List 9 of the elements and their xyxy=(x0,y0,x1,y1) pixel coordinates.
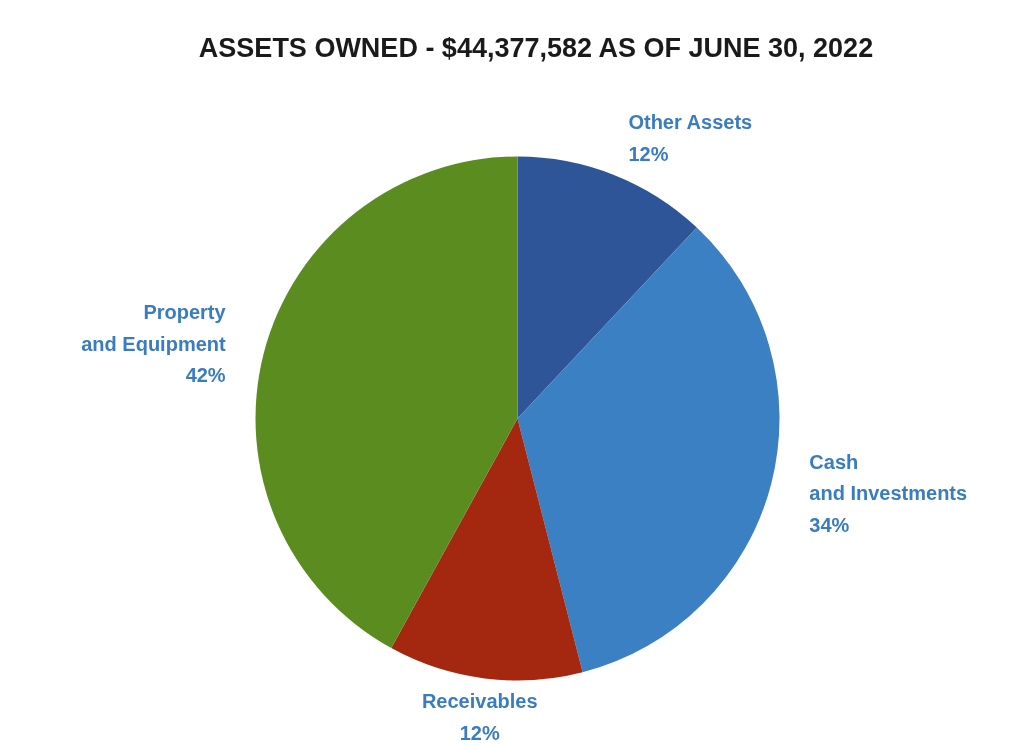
slice-label: Receivables xyxy=(421,690,538,713)
data-label: 12% xyxy=(459,722,500,745)
slice-label: Property and Equipment xyxy=(81,300,227,355)
data-label: 34% xyxy=(809,514,850,537)
chart-title: ASSETS OWNED - $44,377,582 AS OF JUNE 30, 2022 xyxy=(198,32,874,63)
data-label: 42% xyxy=(185,364,226,387)
data-label: 12% xyxy=(628,143,669,166)
slice-label: Cash and Investments xyxy=(809,450,968,505)
slice-label: Other Assets xyxy=(628,111,753,134)
